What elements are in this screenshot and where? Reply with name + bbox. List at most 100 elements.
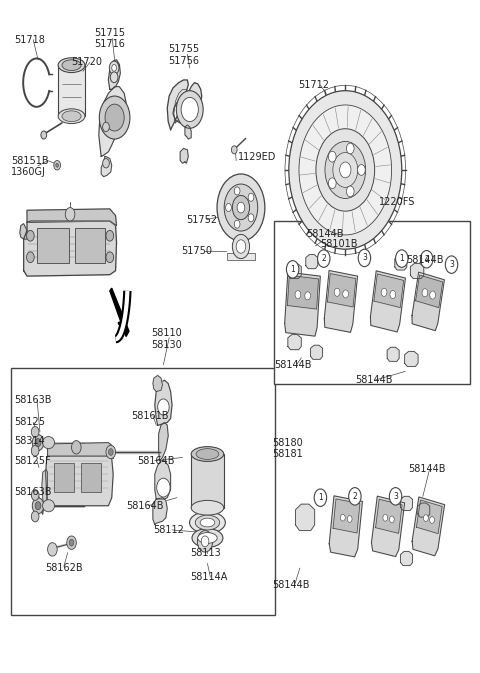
Polygon shape [410,263,424,279]
Circle shape [106,252,114,262]
Circle shape [181,98,198,122]
Ellipse shape [192,528,223,547]
Circle shape [106,446,116,459]
Circle shape [314,489,326,506]
Text: 58163B: 58163B [14,487,51,497]
Text: 58101B: 58101B [321,239,358,249]
Text: 1: 1 [399,254,404,263]
Text: 3: 3 [449,260,454,269]
Text: 51755: 51755 [168,44,199,54]
Text: 58144B: 58144B [275,359,312,369]
Circle shape [347,186,354,197]
Circle shape [430,291,435,299]
Polygon shape [371,271,406,332]
Ellipse shape [43,437,55,449]
Polygon shape [296,504,315,530]
Circle shape [69,539,74,546]
Circle shape [445,256,458,273]
Polygon shape [416,275,443,308]
Ellipse shape [58,58,85,73]
Circle shape [35,439,41,447]
Polygon shape [395,256,407,270]
Ellipse shape [200,518,215,527]
Circle shape [340,514,345,521]
Polygon shape [401,497,412,510]
Polygon shape [155,461,170,499]
Circle shape [67,536,76,549]
Polygon shape [42,470,48,514]
Bar [75,227,105,262]
Circle shape [232,195,250,219]
Text: 51715: 51715 [94,28,125,38]
Circle shape [72,441,81,454]
Polygon shape [387,347,399,361]
Circle shape [217,174,265,241]
Circle shape [325,141,366,199]
Circle shape [157,399,169,415]
Polygon shape [311,345,323,359]
Text: 58151B: 58151B [11,155,49,166]
Circle shape [422,289,428,297]
Text: 58144B: 58144B [306,229,344,240]
Circle shape [35,501,41,509]
Circle shape [112,65,117,71]
Text: 51752: 51752 [186,215,217,225]
Text: 51750: 51750 [181,246,213,256]
Circle shape [234,187,240,195]
Text: 1220FS: 1220FS [379,197,415,207]
Circle shape [103,122,109,132]
Text: 58144B: 58144B [408,464,446,474]
Circle shape [328,178,336,188]
Circle shape [248,214,254,222]
Circle shape [237,202,245,213]
Polygon shape [333,499,360,533]
Circle shape [328,151,336,162]
Circle shape [347,143,354,154]
Polygon shape [288,275,319,309]
Polygon shape [27,209,117,225]
Circle shape [105,104,124,131]
Text: 51716: 51716 [94,39,125,49]
Polygon shape [24,221,117,276]
Polygon shape [185,125,191,139]
Text: 58164B: 58164B [137,456,175,466]
Circle shape [31,490,39,500]
Bar [81,463,101,493]
Circle shape [358,249,371,267]
Text: 58163B: 58163B [14,395,51,405]
Circle shape [234,220,240,228]
Circle shape [226,203,231,211]
Circle shape [316,129,375,211]
Polygon shape [99,87,126,157]
Polygon shape [401,551,412,565]
Ellipse shape [62,60,81,71]
Bar [58,65,85,116]
Text: 58162B: 58162B [45,563,83,573]
Text: 58314: 58314 [14,435,45,446]
Circle shape [31,446,39,456]
Circle shape [26,230,34,241]
Text: 51718: 51718 [14,34,45,44]
Bar [275,221,470,384]
Text: 58113: 58113 [190,548,220,558]
Circle shape [109,61,119,75]
Bar [11,368,276,615]
Polygon shape [412,497,444,556]
Bar [227,253,255,260]
Text: 51720: 51720 [72,57,103,67]
Circle shape [201,536,209,546]
Polygon shape [46,456,113,505]
Polygon shape [20,223,27,239]
Circle shape [31,427,39,437]
Text: 3: 3 [393,492,398,501]
Text: 58144B: 58144B [407,255,444,265]
Text: 58110: 58110 [152,328,182,338]
Circle shape [430,517,434,524]
Polygon shape [101,157,112,176]
Circle shape [103,159,109,168]
Text: 58144B: 58144B [355,375,392,385]
Circle shape [224,184,258,231]
Circle shape [340,162,351,178]
Circle shape [197,530,213,552]
Text: 58125: 58125 [14,417,45,427]
